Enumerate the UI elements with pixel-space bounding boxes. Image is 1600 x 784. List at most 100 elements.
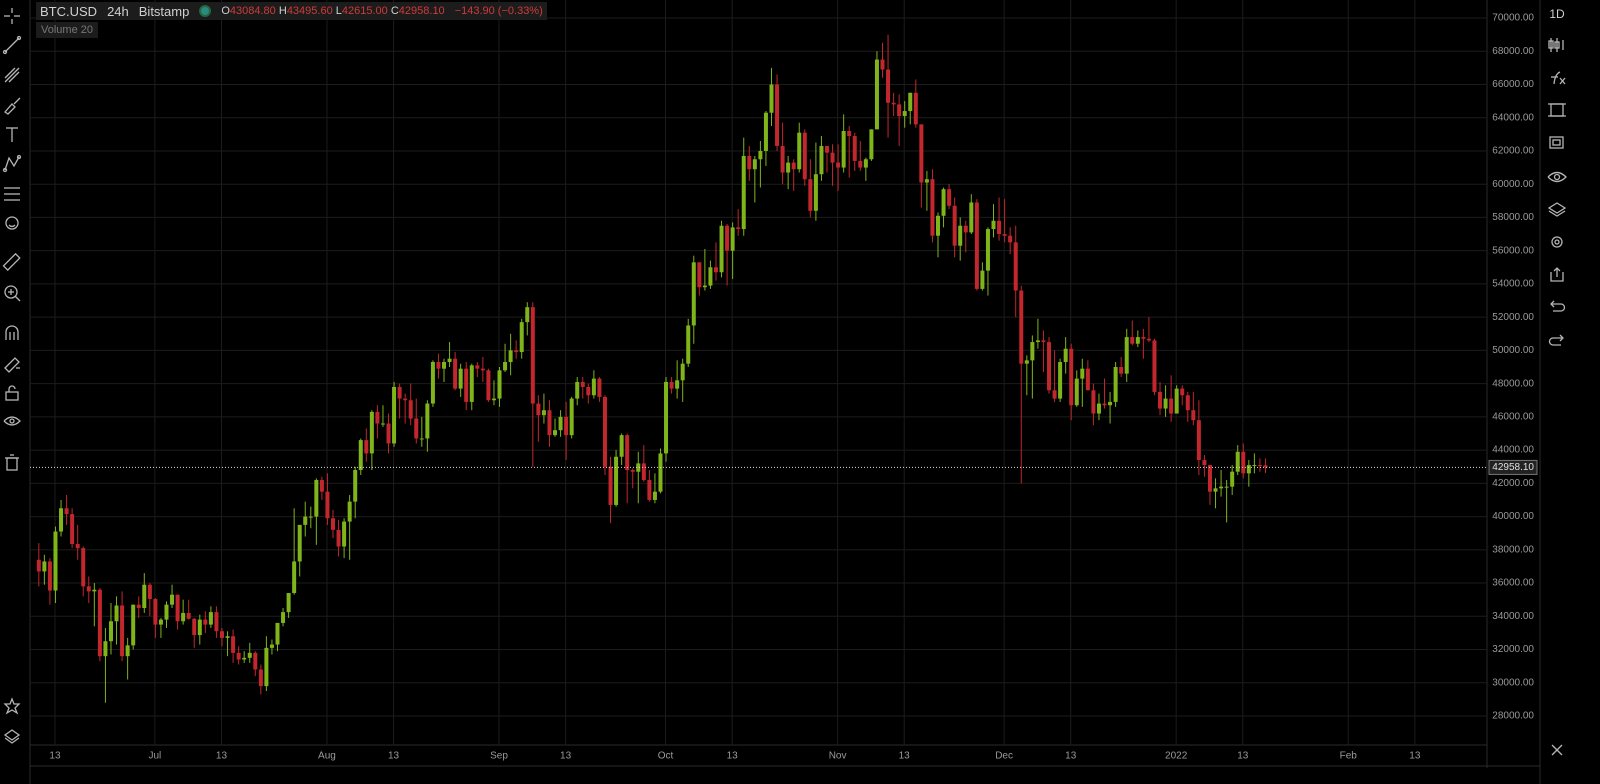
candle-body	[353, 470, 358, 502]
candle-body	[214, 612, 219, 632]
candle-body	[59, 508, 64, 532]
x-tick-label: 13	[899, 751, 911, 762]
settings-button[interactable]	[1551, 236, 1563, 248]
share-button[interactable]	[1550, 267, 1564, 282]
candle-body	[1263, 465, 1268, 468]
candle-body	[664, 381, 669, 454]
candle-body	[1047, 342, 1052, 391]
candle-body	[636, 463, 641, 472]
exchange: Bitstamp	[138, 3, 190, 19]
candle-body	[586, 386, 591, 396]
candle-body	[614, 456, 619, 505]
candle-body	[924, 179, 929, 183]
candle-body	[1207, 465, 1212, 492]
crosshair-tool[interactable]	[4, 8, 20, 24]
favorites-tool[interactable]	[3, 697, 21, 715]
candle-body	[647, 480, 652, 500]
y-tick-label: 48000.00	[1492, 378, 1534, 389]
candle-body	[980, 270, 985, 289]
lock-drawing-tool[interactable]	[4, 357, 20, 373]
x-tick-label: 13	[216, 751, 228, 762]
candle-body	[547, 410, 552, 436]
templates-button[interactable]	[1549, 136, 1564, 149]
pattern-tool[interactable]	[2, 154, 22, 173]
fib-tool[interactable]	[4, 187, 20, 201]
candle-body	[597, 378, 602, 397]
undo-button[interactable]	[1550, 300, 1566, 312]
close-button[interactable]	[1551, 744, 1563, 756]
candle-body	[297, 524, 302, 562]
candle-body	[591, 378, 596, 396]
candle-body	[208, 612, 213, 625]
candle-body	[491, 398, 496, 401]
candle-body	[142, 584, 147, 608]
y-tick-label: 44000.00	[1492, 445, 1534, 456]
candle-body	[780, 145, 785, 173]
indicators-button[interactable]	[1551, 71, 1566, 85]
last-price-tag	[1488, 459, 1538, 475]
visibility-tool[interactable]	[3, 416, 21, 426]
symbol[interactable]: BTC.USD	[40, 3, 98, 19]
candle-body	[1008, 235, 1013, 243]
watchlist-button[interactable]	[1547, 171, 1567, 183]
text-tool[interactable]	[6, 127, 18, 142]
candle-body	[863, 159, 868, 168]
brush-tool[interactable]	[4, 97, 21, 115]
zoom-tool[interactable]	[4, 285, 21, 302]
candle-body	[908, 92, 913, 112]
candle-body	[797, 132, 802, 170]
x-tick-label: Jul	[148, 751, 161, 762]
candle-body	[458, 368, 463, 389]
candle-body	[1052, 390, 1057, 399]
candle-body	[902, 111, 907, 117]
candle-body	[380, 423, 385, 425]
candle-body	[985, 229, 990, 271]
candle-body	[608, 466, 613, 505]
emoji-tool[interactable]	[5, 216, 19, 230]
y-tick-label: 32000.00	[1492, 644, 1534, 655]
x-tick-label: 13	[1409, 751, 1421, 762]
ohlc-key: O	[221, 5, 230, 17]
magnet-tool[interactable]	[5, 325, 19, 340]
delete-tool[interactable]	[5, 454, 19, 471]
candle-body	[874, 59, 879, 130]
candle-body	[830, 152, 835, 163]
interval[interactable]: 24h	[107, 3, 129, 19]
trendline-tool[interactable]	[2, 35, 22, 55]
measure-tool[interactable]	[2, 252, 21, 271]
layers-button[interactable]	[1547, 202, 1567, 217]
pitchfork-tool[interactable]	[4, 67, 20, 83]
candle-body	[408, 400, 413, 419]
x-tick-label: Sep	[490, 751, 508, 762]
candle-body	[1035, 340, 1040, 343]
candle-body	[447, 358, 452, 363]
candle-body	[164, 604, 169, 620]
candle-body	[42, 561, 47, 572]
object-tree-tool[interactable]	[3, 729, 21, 744]
volume-indicator[interactable]: Volume 20	[36, 22, 98, 38]
candle-body	[808, 179, 813, 211]
y-tick-label: 56000.00	[1492, 245, 1534, 256]
candle-body	[70, 514, 75, 544]
redo-button[interactable]	[1548, 334, 1564, 346]
candle-body	[1235, 451, 1240, 472]
candle-body	[525, 307, 530, 323]
drawing-toolbar	[2, 8, 22, 744]
chart-style-button[interactable]	[1548, 38, 1564, 52]
y-tick-label: 28000.00	[1492, 711, 1534, 722]
candle-body	[619, 435, 624, 457]
lock-tool[interactable]	[5, 385, 19, 401]
candle-body	[997, 220, 1002, 235]
candle-body	[1191, 410, 1196, 421]
candle-body	[786, 162, 791, 173]
compare-button[interactable]	[1548, 103, 1566, 117]
candle-body	[1202, 460, 1207, 466]
candle-body	[175, 594, 180, 622]
timeframe-button[interactable]: 1D	[1549, 7, 1565, 21]
y-tick-label: 42000.00	[1492, 478, 1534, 489]
candle-body	[275, 622, 280, 645]
x-tick-label: 2022	[1165, 751, 1188, 762]
candle-body	[225, 636, 230, 638]
candle-body	[97, 589, 102, 657]
candle-body	[436, 362, 441, 369]
